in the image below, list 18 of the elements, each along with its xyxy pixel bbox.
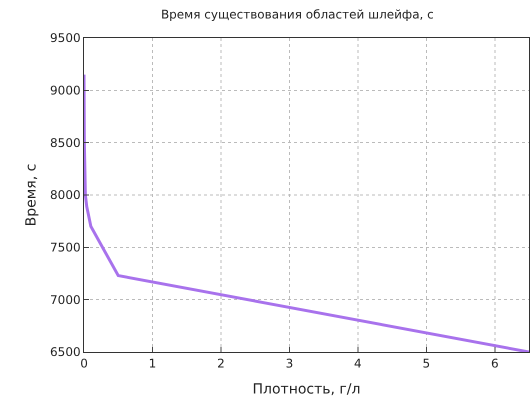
y-tick-label: 9500	[50, 31, 81, 46]
y-tick-label: 7500	[50, 240, 81, 255]
x-tick-label: 0	[80, 356, 88, 370]
y-axis-title: Время, с	[24, 164, 40, 226]
x-tick-label: 5	[422, 356, 430, 370]
line-series	[84, 73, 529, 352]
x-tick-label: 1	[148, 356, 156, 370]
y-tick-label: 8500	[50, 136, 81, 150]
x-tick-label: 3	[286, 356, 294, 370]
x-axis-title: Плотность, г/л	[252, 382, 360, 398]
y-tick-label: 6500	[50, 345, 81, 360]
chart-title: Время существования областей шлейфа, с	[160, 8, 434, 22]
y-tick-label: 7000	[50, 292, 81, 307]
x-tick-label: 6	[490, 356, 499, 370]
x-tick-label: 4	[354, 356, 362, 370]
x-tick-label: 2	[217, 356, 225, 370]
y-tick-label: 8000	[50, 188, 81, 202]
y-tick-label: 9000	[50, 84, 81, 98]
